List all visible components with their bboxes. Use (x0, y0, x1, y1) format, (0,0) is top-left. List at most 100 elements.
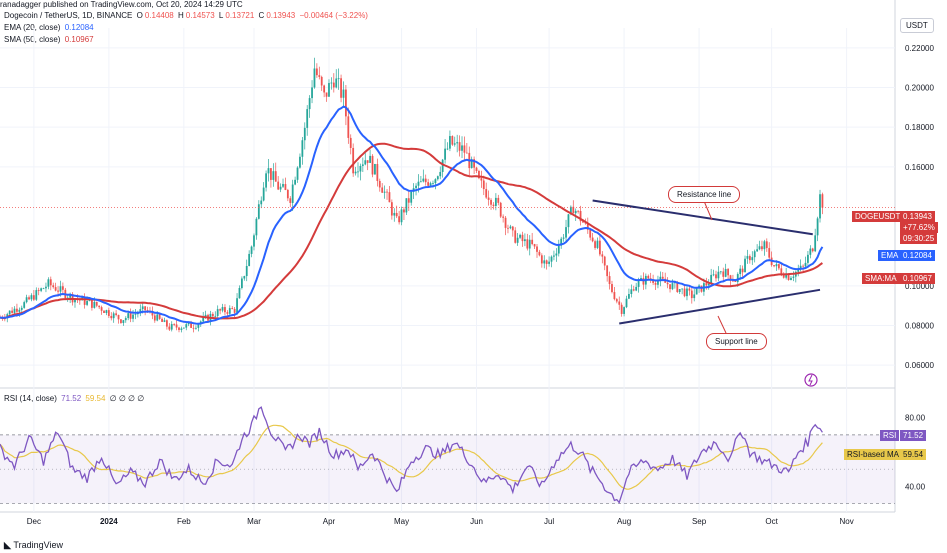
candle-body (637, 280, 640, 287)
x-tick-label: Oct (765, 517, 778, 526)
candle-body (61, 286, 64, 290)
y-tick-label: 0.06000 (905, 361, 934, 370)
tradingview-logo[interactable]: ◣ TradingView (4, 540, 63, 551)
sma-badge: SMA:MA (862, 273, 900, 284)
candle-body (533, 244, 536, 247)
candle-body (231, 308, 234, 309)
candle-body (494, 197, 497, 206)
candle-body (473, 159, 476, 168)
candle-body (226, 312, 229, 314)
candle-body (100, 307, 103, 311)
candle-body (422, 178, 425, 182)
candle-body (790, 277, 792, 281)
symbol-header: Dogecoin / TetherUS, 1D, BINANCE O 0.1440… (4, 11, 370, 20)
candle-body (257, 204, 260, 219)
candle-body (659, 276, 662, 281)
candle-body (301, 140, 304, 157)
x-tick-label: Dec (27, 517, 41, 526)
candle-body (579, 210, 582, 222)
candle-body (712, 274, 715, 276)
candle-body (478, 170, 480, 179)
candle-body (821, 194, 824, 208)
y-tick-label: 0.08000 (905, 322, 934, 331)
candle-body (398, 216, 401, 223)
candle-body (719, 271, 722, 273)
sma-legend[interactable]: SMA (50, close) 0.10967 (4, 35, 96, 44)
candle-body (746, 256, 749, 259)
x-tick-label: Sep (692, 517, 707, 526)
currency-selector[interactable]: USDT (900, 18, 934, 33)
y-tick-label: 0.20000 (905, 84, 934, 93)
candle-body (403, 209, 405, 213)
x-tick-label: Mar (247, 517, 261, 526)
candle-body (352, 147, 355, 174)
candle-body (395, 212, 398, 217)
candle-body (456, 142, 459, 144)
candle-body (717, 271, 720, 279)
candle-body (574, 210, 577, 214)
candle-body (337, 78, 340, 80)
ema-legend-label: EMA (20, close) (4, 23, 61, 32)
candle-body (415, 185, 417, 189)
candle-body (313, 68, 316, 88)
candle-body (243, 276, 246, 279)
candle-body (756, 249, 759, 252)
candle-body (678, 289, 681, 293)
candle-body (105, 310, 108, 313)
candle-body (722, 271, 725, 277)
ema-legend[interactable]: EMA (20, close) 0.12084 (4, 23, 96, 32)
candle-body (797, 269, 800, 272)
candle-body (270, 168, 272, 180)
candle-body (536, 246, 538, 252)
candle-body (91, 300, 93, 308)
candle-body (315, 68, 318, 76)
resistance-annotation[interactable]: Resistance line (668, 186, 741, 203)
candle-body (386, 191, 388, 193)
candle-body (202, 316, 205, 322)
rsi-tick-label: 80.00 (905, 414, 926, 423)
candle-body (613, 292, 616, 300)
rsi-legend[interactable]: RSI (14, close) 71.52 59.54 ∅ ∅ ∅ ∅ (4, 394, 146, 403)
candle-body (763, 241, 766, 250)
candle-body (681, 288, 684, 290)
candle-body (311, 87, 313, 99)
candle-body (364, 160, 367, 165)
candle-body (211, 313, 214, 317)
candle-body (69, 294, 72, 298)
candle-body (758, 246, 761, 250)
y-tick-label: 0.16000 (905, 163, 934, 172)
candle-body (151, 311, 154, 316)
candle-body (608, 276, 611, 285)
candle-body (286, 189, 289, 199)
candle-body (120, 319, 122, 323)
sma-legend-label: SMA (50, close) (4, 35, 61, 44)
alert-icon[interactable] (804, 373, 818, 387)
rsi-line (0, 406, 823, 504)
candle-body (103, 310, 105, 313)
candle-body (647, 275, 650, 279)
candle-body (13, 308, 16, 313)
candle-body (124, 318, 127, 321)
candle-body (233, 308, 236, 313)
candle-body (514, 230, 517, 243)
candle-body (543, 260, 546, 264)
candle-body (562, 237, 565, 239)
candle-body (557, 245, 560, 254)
candle-body (516, 237, 519, 243)
candle-body (296, 167, 299, 180)
candle-body (187, 322, 190, 325)
candle-body (11, 310, 13, 313)
candle-body (371, 155, 374, 175)
candle-body (328, 83, 330, 97)
ema-value-badge: 0.12084 (900, 250, 935, 261)
candle-body (693, 294, 696, 299)
candle-body (548, 261, 550, 264)
candle-body (25, 297, 28, 303)
candle-body (705, 283, 708, 286)
candle-body (161, 318, 163, 322)
candle-body (729, 275, 732, 281)
candle-body (545, 260, 548, 264)
support-annotation[interactable]: Support line (706, 333, 767, 350)
candle-body (318, 75, 321, 77)
